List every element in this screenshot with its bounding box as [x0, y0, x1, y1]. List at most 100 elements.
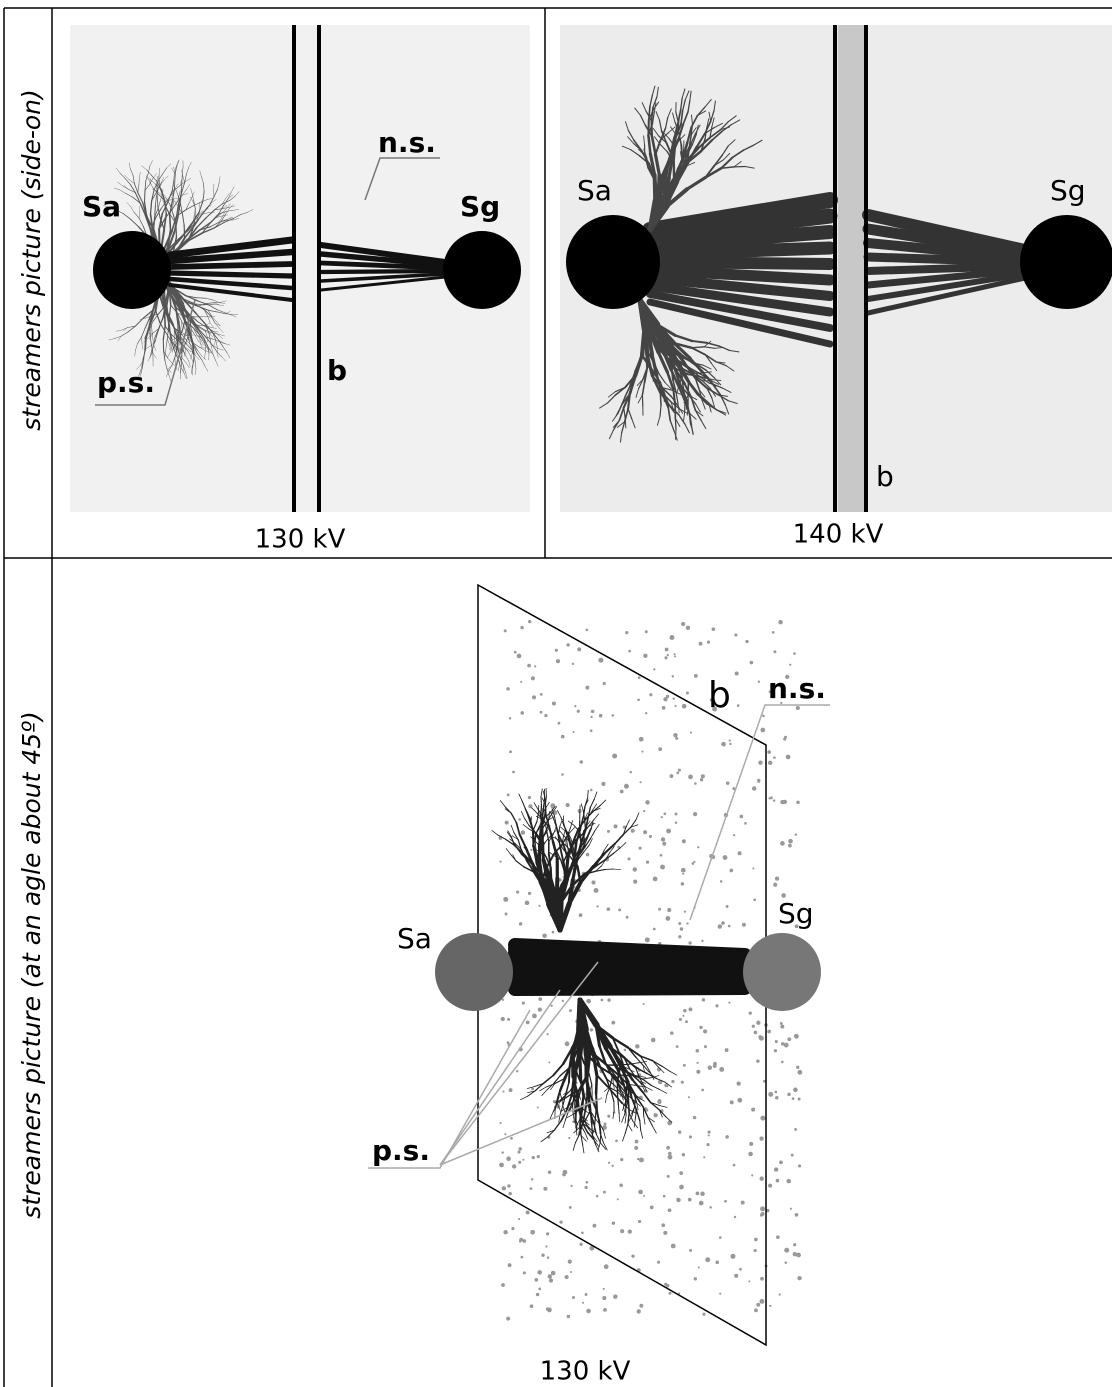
- speckle: [586, 999, 591, 1004]
- speckle: [499, 1122, 501, 1124]
- speckle: [550, 1005, 552, 1007]
- speckle: [643, 810, 645, 812]
- speckle: [767, 1030, 771, 1034]
- speckle: [752, 867, 754, 869]
- streamer: [628, 1113, 629, 1124]
- speckle: [733, 834, 735, 836]
- speckle: [613, 824, 617, 828]
- streamer: [539, 830, 540, 845]
- streamer: [650, 262, 830, 264]
- speckle: [682, 1015, 684, 1017]
- streamer: [532, 808, 537, 813]
- streamer: [628, 1100, 629, 1113]
- streamer: [625, 1115, 626, 1123]
- speckle: [671, 1244, 676, 1249]
- speckle: [734, 1274, 738, 1278]
- speckle: [643, 654, 647, 658]
- speckle: [696, 1062, 698, 1064]
- speckle: [579, 913, 583, 917]
- speckle: [527, 664, 531, 668]
- speckle: [585, 686, 589, 690]
- streamer: [641, 1130, 643, 1138]
- speckle: [559, 1220, 562, 1223]
- speckle: [618, 908, 621, 911]
- streamer: [652, 1126, 656, 1133]
- speckle: [728, 925, 731, 928]
- speckle: [676, 1045, 679, 1048]
- speckle: [791, 1154, 794, 1157]
- speckle: [660, 854, 663, 857]
- streamer: [511, 825, 514, 832]
- speckle: [683, 1064, 686, 1067]
- speckle: [742, 923, 746, 927]
- speckle: [735, 671, 739, 675]
- speckle: [517, 1151, 520, 1154]
- streamer: [523, 824, 529, 828]
- speckle: [514, 651, 517, 654]
- speckle: [574, 705, 576, 707]
- speckle: [603, 1308, 607, 1312]
- speckle: [759, 1299, 764, 1304]
- speckle: [685, 1020, 688, 1023]
- speckle: [694, 674, 698, 678]
- speckle: [752, 786, 756, 790]
- speckle: [603, 1191, 606, 1194]
- speckle: [793, 1243, 796, 1246]
- speckle: [633, 880, 637, 884]
- speckle: [580, 760, 584, 764]
- speckle: [548, 1062, 550, 1064]
- row-label: streamers picture (at an agle about 45º): [17, 711, 46, 1218]
- speckle: [706, 1143, 709, 1146]
- streamer: [658, 176, 659, 201]
- speckle: [561, 773, 564, 776]
- speckle: [796, 801, 800, 805]
- speckle: [787, 1037, 791, 1041]
- streamer: [170, 273, 292, 276]
- speckle: [634, 1146, 638, 1150]
- speckle: [772, 631, 775, 634]
- speckle: [794, 1128, 797, 1131]
- speckle: [566, 803, 570, 807]
- streamer: [660, 1090, 667, 1094]
- streamer: [670, 1071, 677, 1075]
- speckle: [798, 1164, 801, 1167]
- streamer: [626, 820, 629, 827]
- speckle: [608, 1162, 610, 1164]
- speckle: [665, 648, 669, 652]
- speckle: [624, 784, 629, 789]
- speckle: [569, 1206, 572, 1209]
- speckle: [626, 916, 629, 919]
- speckle: [596, 1195, 599, 1198]
- speckle: [627, 857, 630, 860]
- speckle: [509, 750, 512, 753]
- streamer: [650, 248, 830, 254]
- caption: 130 kV: [540, 1357, 631, 1387]
- speckle: [667, 1175, 670, 1178]
- speckle: [682, 1153, 685, 1156]
- streamer: [596, 1075, 597, 1093]
- speckle: [784, 1043, 789, 1048]
- speckle: [643, 830, 647, 834]
- speckle: [787, 1093, 790, 1096]
- speckle: [586, 1309, 591, 1314]
- speckle: [704, 1045, 707, 1048]
- speckle: [581, 1231, 584, 1234]
- speckle: [757, 779, 760, 782]
- streamer: [541, 789, 542, 797]
- speckle: [725, 1048, 729, 1052]
- label-negative: n.s.: [768, 672, 826, 705]
- speckle: [639, 737, 644, 742]
- speckle: [512, 1164, 516, 1168]
- speckle: [624, 1049, 627, 1052]
- speckle: [639, 847, 642, 850]
- speckle: [754, 1031, 758, 1035]
- speckle: [660, 865, 665, 870]
- speckle: [645, 937, 650, 942]
- speckle: [793, 652, 796, 655]
- speckle: [508, 1192, 512, 1196]
- speckle: [602, 1296, 606, 1300]
- speckle: [633, 867, 637, 871]
- speckle: [678, 935, 681, 938]
- label-barrier: b: [327, 354, 347, 387]
- speckle: [798, 1098, 801, 1101]
